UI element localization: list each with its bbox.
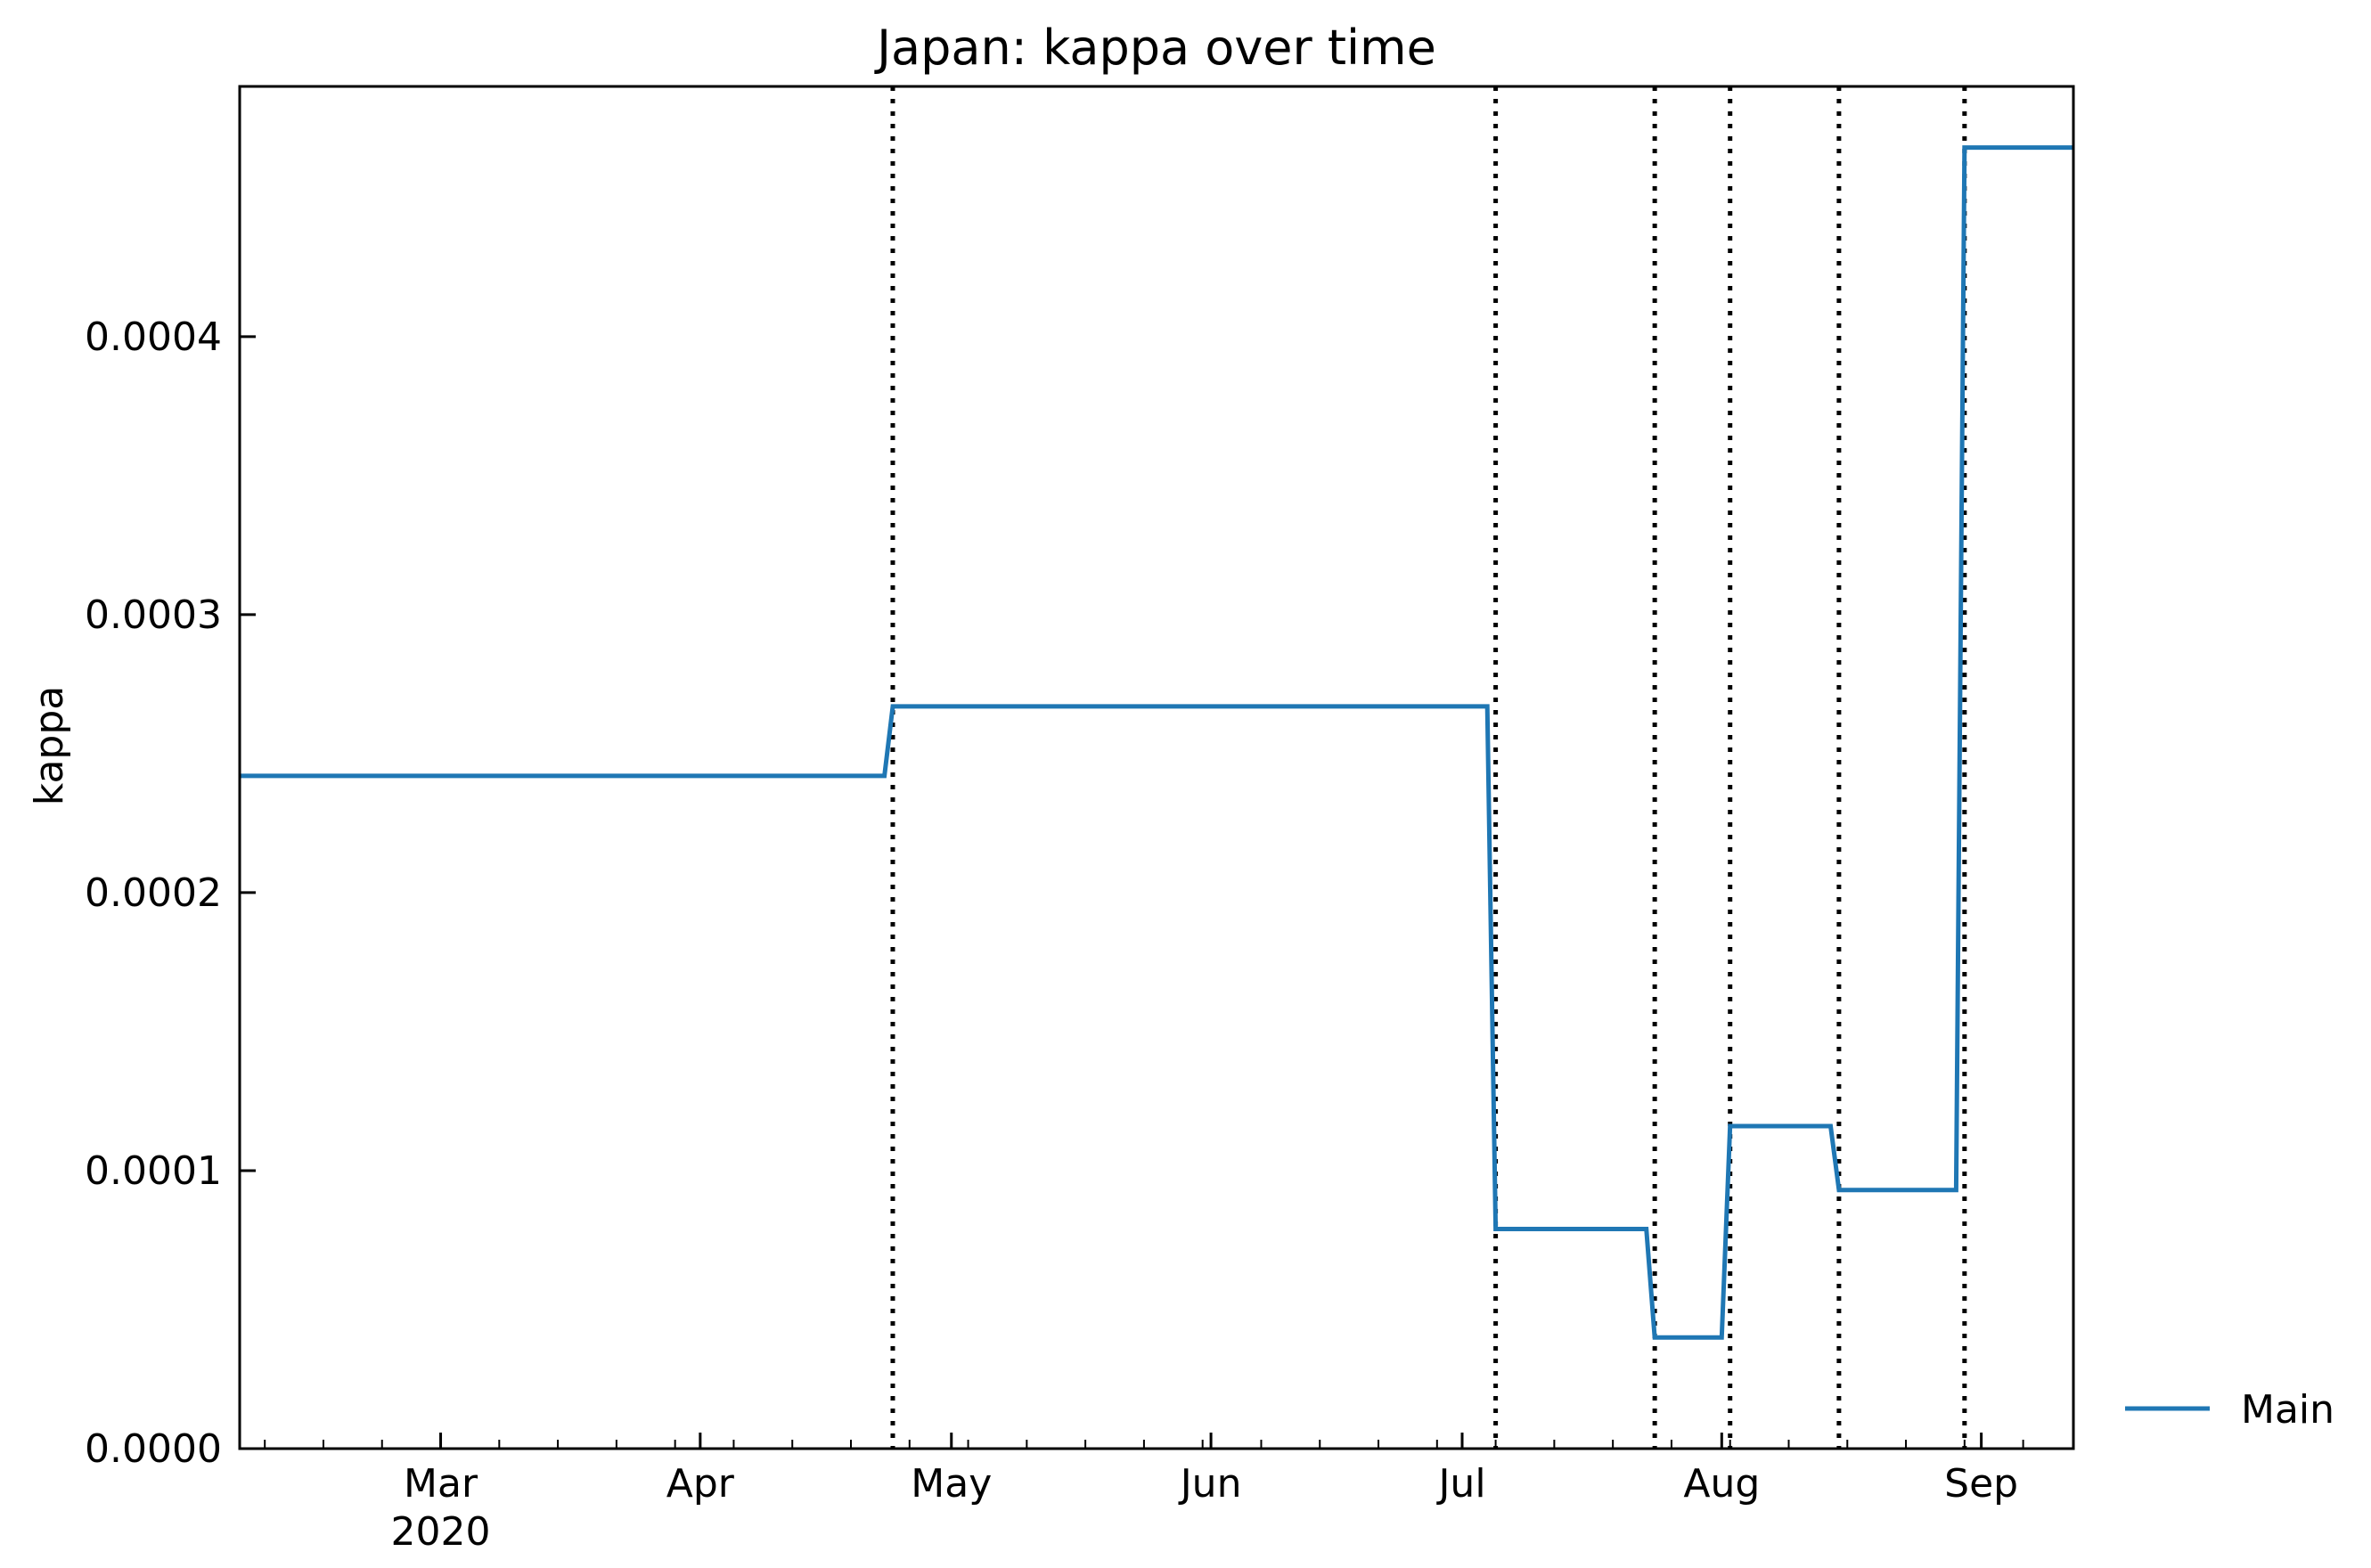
legend: Main: [2125, 1387, 2334, 1433]
y-tick-label-2: 0.0002: [85, 870, 222, 916]
change-point-lines: [890, 86, 1967, 1449]
y-axis-label: kappa: [27, 686, 72, 806]
x-tick-label-1: Apr: [666, 1461, 735, 1507]
plot-frame: [238, 85, 2075, 1450]
legend-label-0: Main: [2241, 1387, 2334, 1433]
x-tick-label-6: Sep: [1944, 1461, 2018, 1507]
x-tick-label-4: Jul: [1435, 1461, 1485, 1507]
y-tick-label-3: 0.0003: [85, 592, 222, 638]
y-tick-label-0: 0.0000: [85, 1426, 222, 1472]
y-tick-label-1: 0.0001: [85, 1148, 222, 1194]
x-tick-label-2: May: [911, 1461, 992, 1507]
x-tick-label-5: Aug: [1683, 1461, 1760, 1507]
x-tick-label-3: Jun: [1178, 1461, 1242, 1507]
series-line-0: [240, 145, 2073, 1340]
series-layer: [240, 145, 2073, 1340]
y-tick-label-4: 0.0004: [85, 314, 222, 360]
x-tick-sublabel-0: 2020: [391, 1509, 491, 1555]
x-tick-label-0: Mar: [404, 1461, 478, 1507]
chart-title: Japan: kappa over time: [874, 20, 1436, 76]
